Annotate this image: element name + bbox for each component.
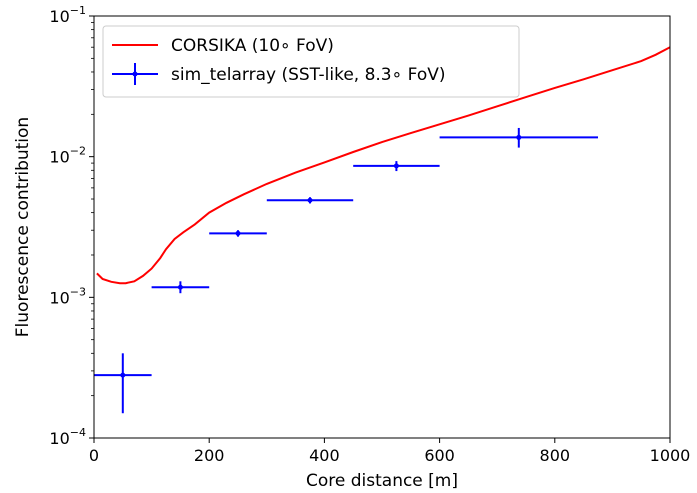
errorbar-point bbox=[209, 230, 267, 237]
legend-label-corsika: CORSIKA (10∘ FoV) bbox=[171, 36, 334, 56]
x-tick-label: 600 bbox=[424, 446, 455, 465]
y-tick-label: 10−4 bbox=[49, 426, 86, 448]
errorbar-point bbox=[151, 281, 210, 294]
y-tick-label: 10−1 bbox=[49, 4, 86, 26]
x-axis-label: Core distance [m] bbox=[306, 471, 458, 491]
data-point bbox=[177, 284, 183, 290]
data-point bbox=[393, 163, 399, 169]
y-tick-label: 10−2 bbox=[49, 145, 86, 167]
x-tick-label: 0 bbox=[89, 446, 99, 465]
y-axis-label: Fluorescence contribution bbox=[13, 117, 33, 337]
errorbar-point bbox=[94, 353, 152, 414]
data-point bbox=[516, 134, 522, 140]
x-tick-label: 200 bbox=[194, 446, 225, 465]
legend-box bbox=[102, 25, 520, 98]
errorbar-point bbox=[439, 127, 598, 148]
plot-area bbox=[94, 46, 671, 414]
legend: CORSIKA (10∘ FoV) sim_telarray (SST-like… bbox=[102, 25, 520, 98]
errorbar-point bbox=[266, 197, 354, 204]
data-point bbox=[235, 230, 241, 236]
series-line-corsika bbox=[96, 46, 671, 285]
x-tick-label: 400 bbox=[309, 446, 340, 465]
axis-ticks: 0 200 400 600 800 1000 10−4 10−3 10−2 10−1 bbox=[49, 4, 690, 465]
errorbar-point bbox=[353, 161, 440, 172]
x-tick-label: 800 bbox=[540, 446, 571, 465]
data-point bbox=[307, 197, 313, 203]
plot-frame bbox=[93, 15, 671, 439]
x-tick-label: 1000 bbox=[650, 446, 691, 465]
legend-swatch-sim-telarray bbox=[112, 63, 158, 85]
data-point bbox=[120, 372, 126, 378]
legend-label-sim-telarray: sim_telarray (SST-like, 8.3∘ FoV) bbox=[171, 65, 446, 85]
y-tick-label: 10−3 bbox=[49, 285, 86, 307]
